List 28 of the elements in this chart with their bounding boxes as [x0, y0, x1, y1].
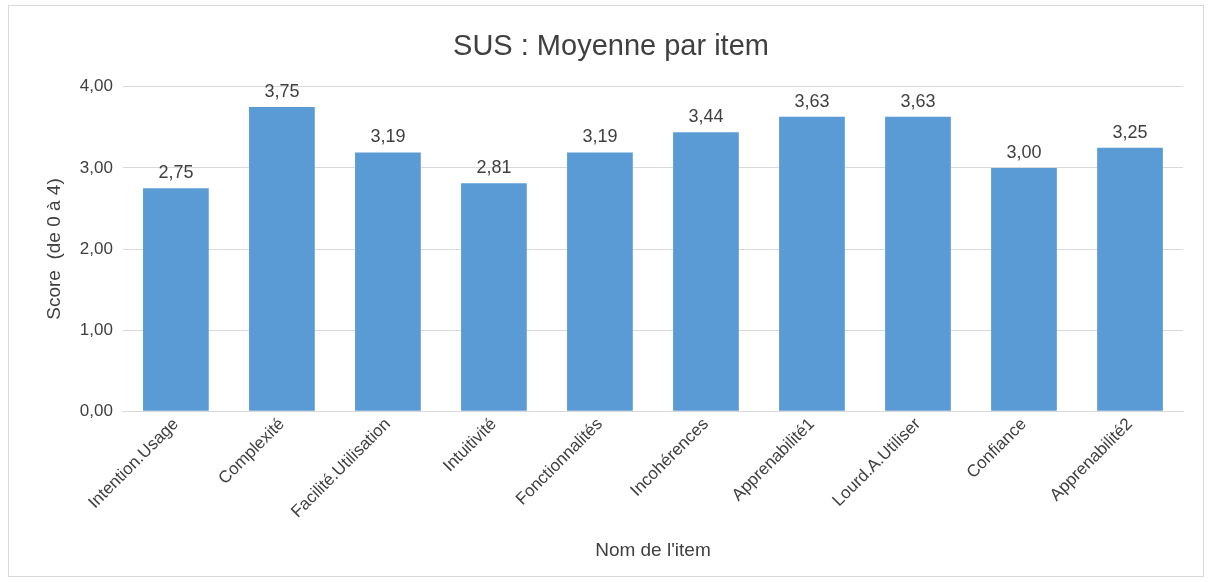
data-label: 3,25	[1112, 121, 1148, 142]
bar	[461, 183, 527, 411]
bar	[355, 152, 421, 411]
bar	[673, 132, 739, 411]
x-axis-title: Nom de l'item	[595, 538, 711, 560]
data-label: 3,63	[794, 90, 830, 111]
bar	[249, 107, 315, 411]
y-tick-label: 3,00	[79, 157, 113, 177]
y-tick-label: 4,00	[79, 76, 113, 96]
bar	[885, 116, 951, 411]
bar	[779, 116, 845, 411]
chart-title: SUS : Moyenne par item	[453, 29, 769, 62]
bar	[143, 188, 209, 411]
data-label: 3,00	[1006, 141, 1042, 162]
data-label: 3,19	[582, 126, 618, 147]
data-label: 3,63	[900, 90, 936, 111]
data-label: 3,44	[688, 106, 724, 127]
data-label: 2,81	[476, 157, 512, 178]
data-label: 3,19	[370, 126, 406, 147]
bar	[991, 167, 1057, 411]
y-tick-label: 2,00	[79, 238, 113, 258]
bar	[1097, 147, 1163, 411]
y-tick-label: 1,00	[79, 319, 113, 339]
data-label: 2,75	[158, 162, 194, 183]
y-tick-label: 0,00	[79, 400, 113, 420]
y-axis-title: Score (de 0 à 4)	[42, 178, 64, 320]
bar	[567, 152, 633, 411]
data-label: 3,75	[264, 81, 300, 102]
